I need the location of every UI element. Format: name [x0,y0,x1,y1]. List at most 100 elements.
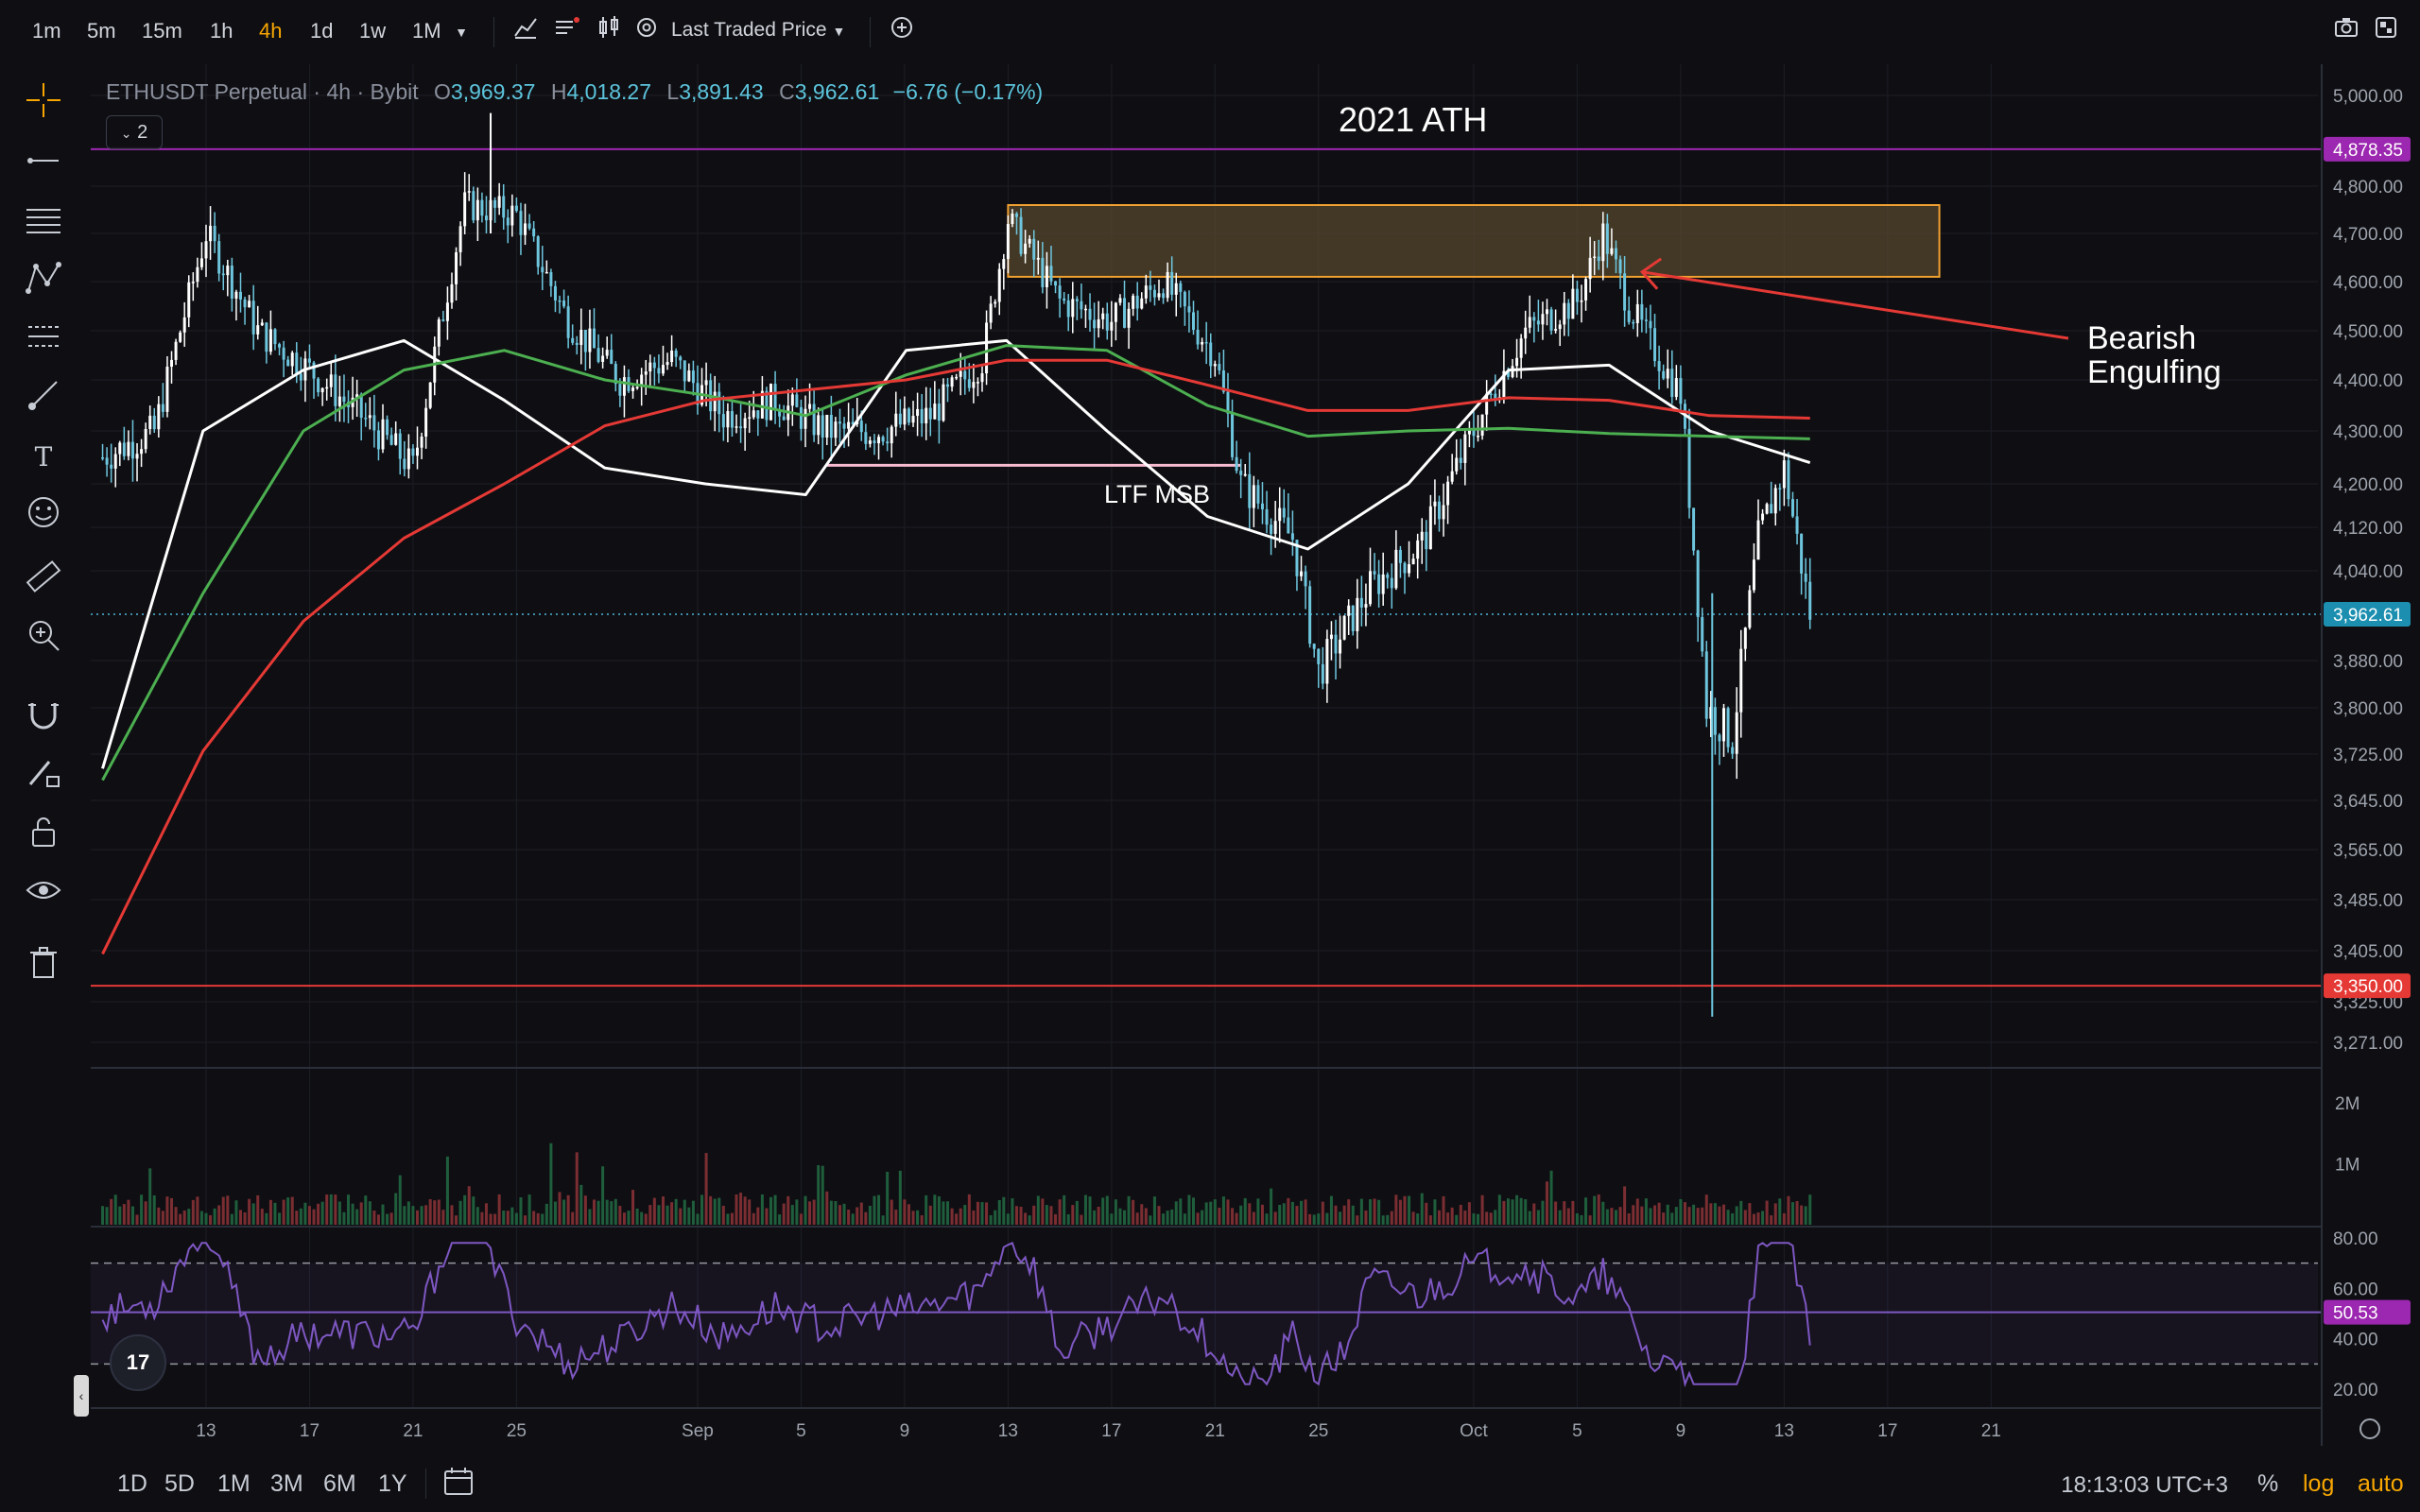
range-5D[interactable]: 5D [164,1470,195,1497]
volume-bar [1063,1194,1066,1225]
range-1D[interactable]: 1D [117,1470,147,1497]
candle-body [955,376,959,379]
candle-body [420,436,424,448]
timeframe-dropdown-icon[interactable]: ▼ [455,25,468,40]
volume-bar [415,1210,419,1225]
volume-bar [1640,1206,1644,1225]
candle-body [1739,648,1743,713]
volume-bar [1403,1195,1407,1225]
chevron-down-icon: ⌄ [120,126,132,141]
volume-bar [1761,1211,1765,1225]
candle-body [191,282,195,284]
volume-bar [1467,1202,1471,1225]
ath-annotation[interactable]: 2021 ATH [1339,100,1488,139]
volume-bar [1480,1194,1484,1225]
timezone-clock[interactable]: 18:13:03 UTC+3 [2061,1472,2228,1498]
volume-bar [739,1193,743,1225]
volume-bar [251,1203,255,1225]
ruler-icon[interactable] [21,558,66,603]
volume-bar [1718,1206,1721,1225]
tradingview-logo[interactable]: 17 [110,1334,166,1391]
range-1Y[interactable]: 1Y [378,1470,407,1497]
volume-bar [273,1202,277,1225]
timeframe-4h[interactable]: 4h [259,19,283,43]
candle-body [928,407,932,420]
candles-icon[interactable] [594,15,624,49]
bearish-engulfing-annotation[interactable]: Bearish Engulfing [2087,321,2221,389]
time-tick-label: 5 [796,1421,806,1441]
indicator-collapse-button[interactable]: ⌄ 2 [106,115,163,149]
horizontal-lines-icon[interactable] [21,200,66,246]
timeframe-5m[interactable]: 5m [87,19,116,43]
timeframe-1m[interactable]: 1m [32,19,61,43]
price-type-dropdown[interactable]: Last Traded Price ▼ [671,19,845,42]
trend-line-icon[interactable] [21,142,66,187]
volume-bar [1506,1198,1510,1225]
volume-bar [248,1198,251,1225]
symbol-title[interactable]: ETHUSDT Perpetual · 4h · Bybit [106,79,419,104]
price-badge [2324,973,2411,999]
volume-bar [1765,1200,1769,1225]
auto-scale-toggle[interactable]: auto [2358,1470,2404,1497]
range-3M[interactable]: 3M [270,1470,303,1497]
candle-body [1204,341,1208,344]
timeframe-1M[interactable]: 1M [412,19,441,43]
range-6M[interactable]: 6M [323,1470,356,1497]
volume-bar [588,1209,592,1225]
candle-body [1416,540,1420,559]
trash-icon[interactable] [21,943,66,988]
settings-gear-icon[interactable] [631,15,662,49]
visibility-eye-icon[interactable] [21,871,66,917]
text-tool-icon[interactable]: T [34,441,53,472]
volume-bar [161,1211,164,1225]
candle-body [963,370,967,380]
volume-bar [627,1211,631,1225]
crosshair-icon[interactable] [21,81,66,127]
pattern-tool-icon[interactable] [21,259,66,304]
candle-body [1709,707,1713,719]
candle-body [1726,708,1730,747]
msb-annotation[interactable]: LTF MSB [1104,480,1211,508]
volume-bar [337,1201,341,1225]
add-plus-icon[interactable] [887,15,917,49]
volume-bar [524,1215,527,1225]
emoji-icon[interactable] [21,493,66,539]
candle-body [1502,370,1506,398]
volume-bar [157,1207,161,1225]
log-scale-toggle[interactable]: log [2303,1470,2335,1497]
candle-body [937,404,941,421]
chart-type-icon[interactable] [510,15,541,49]
timeframe-15m[interactable]: 15m [142,19,182,43]
zoom-in-icon[interactable] [21,616,66,662]
candle-body [1536,320,1540,325]
volume-bar [135,1214,139,1225]
timeframe-1d[interactable]: 1d [310,19,334,43]
volume-bar [213,1208,216,1225]
fullscreen-icon[interactable] [2371,15,2401,49]
axis-settings-icon [2360,1418,2380,1439]
timeframe-1h[interactable]: 1h [210,19,233,43]
range-1M[interactable]: 1M [217,1470,251,1497]
candle-body [596,348,600,362]
camera-icon[interactable] [2331,15,2361,49]
candle-body [1002,259,1006,269]
volume-bar [1221,1196,1225,1225]
percent-scale-toggle[interactable]: % [2257,1470,2279,1497]
calendar-icon[interactable] [442,1465,473,1499]
candle-body [717,391,721,415]
draw-lock-icon[interactable] [21,754,66,799]
volume-bar [1359,1198,1363,1225]
timeframe-1w[interactable]: 1w [359,19,387,43]
lock-icon[interactable] [21,813,66,858]
volume-bar [1054,1213,1058,1225]
volume-bar [925,1194,928,1225]
candle-body [1231,413,1235,457]
candle-body [1080,301,1083,310]
magnet-icon[interactable] [21,696,66,741]
sidebar-toggle-icon[interactable]: ‹ [74,1375,89,1417]
candle-body [1614,248,1617,260]
brush-icon[interactable] [21,376,66,421]
fib-tool-icon[interactable] [21,318,66,363]
indicators-icon[interactable] [552,15,582,49]
